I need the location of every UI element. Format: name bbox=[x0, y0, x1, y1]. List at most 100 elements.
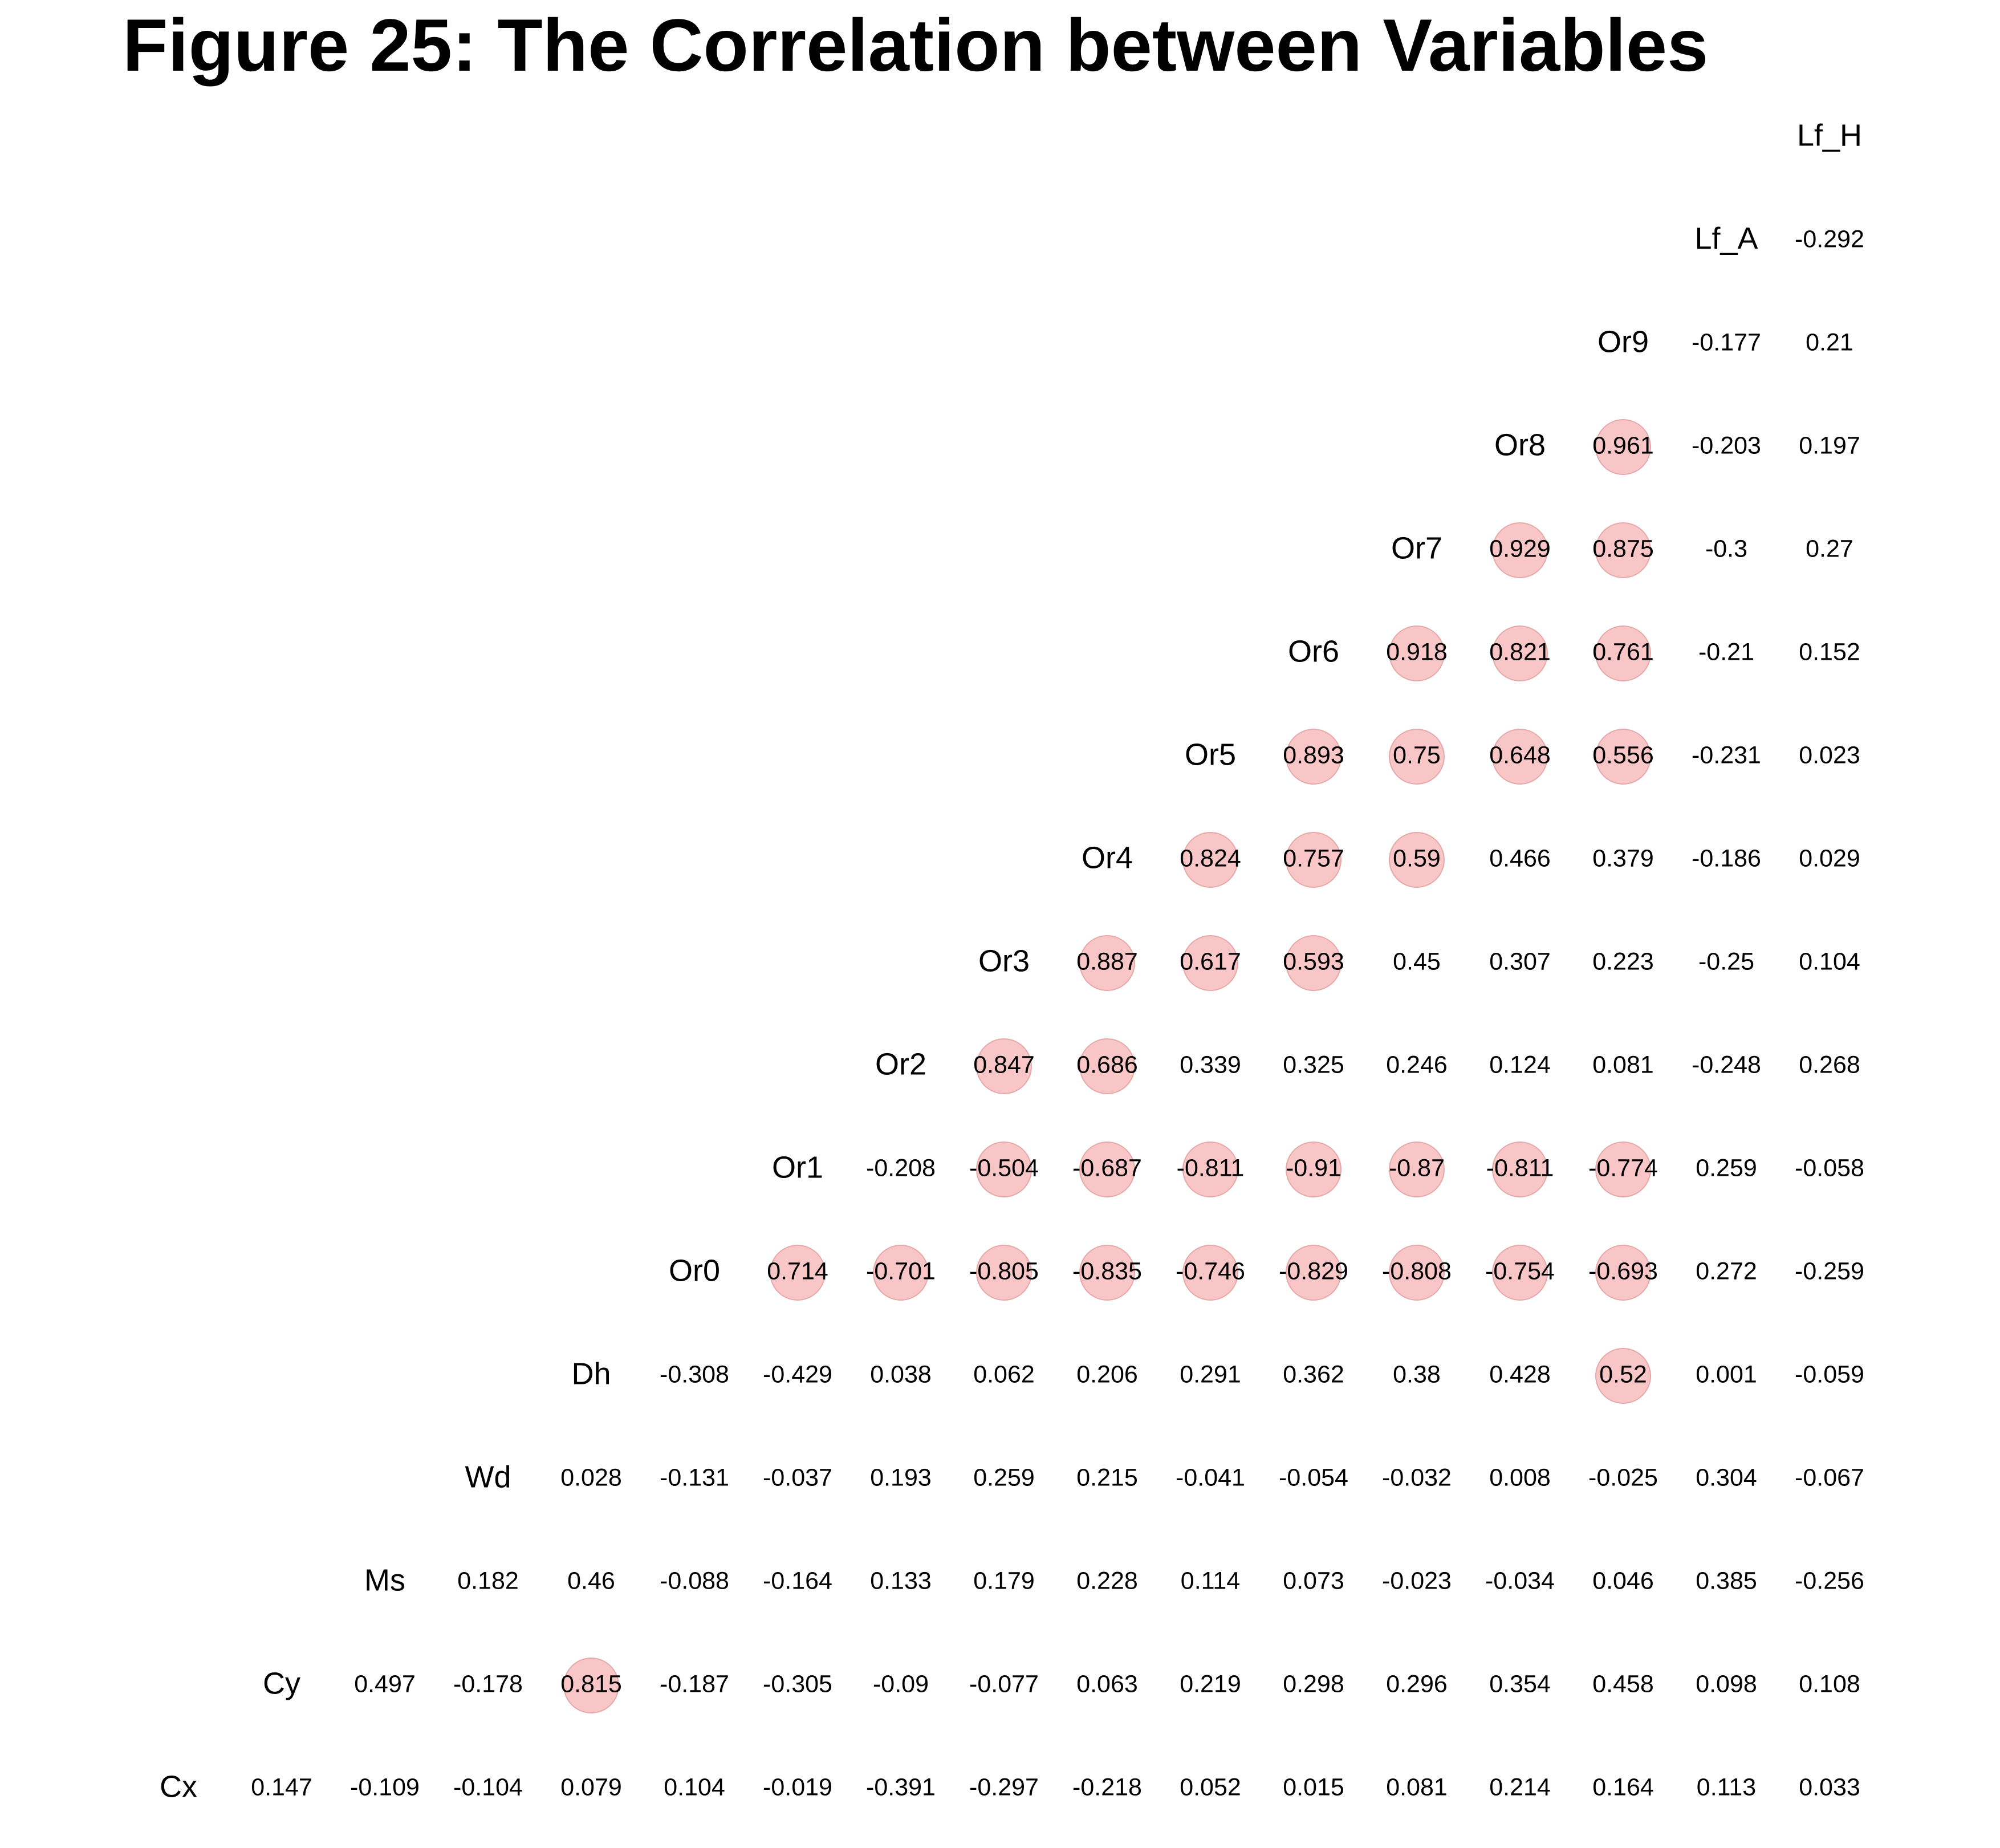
cell-value-or3-or5: 0.617 bbox=[1180, 948, 1241, 975]
cell-highlight-or4-or5 bbox=[1182, 832, 1238, 888]
variable-label-cx: Cx bbox=[160, 1769, 197, 1804]
cell-value-wd-or9: -0.025 bbox=[1588, 1464, 1658, 1491]
cell-value-or2-or4: 0.686 bbox=[1076, 1051, 1138, 1078]
cell-value-or0-or4: -0.835 bbox=[1072, 1257, 1142, 1285]
cell-value-or3-lf-h: 0.104 bbox=[1799, 948, 1860, 975]
cell-value-cx-or0: 0.104 bbox=[664, 1773, 725, 1801]
cell-value-cx-or3: -0.297 bbox=[969, 1773, 1039, 1801]
cell-value-or5-or8: 0.648 bbox=[1489, 741, 1551, 769]
cell-value-or8-lf-a: -0.203 bbox=[1692, 432, 1761, 459]
cell-value-or1-or4: -0.687 bbox=[1072, 1154, 1142, 1181]
cell-value-or2-or9: 0.081 bbox=[1592, 1051, 1654, 1078]
cell-value-ms-or1: -0.164 bbox=[763, 1567, 832, 1594]
cell-value-or4-or7: 0.59 bbox=[1393, 844, 1441, 872]
variable-label-lf-h: Lf_H bbox=[1797, 118, 1862, 152]
cell-value-cx-wd: -0.104 bbox=[453, 1773, 523, 1801]
cell-highlight-or1-or5 bbox=[1182, 1142, 1238, 1197]
cell-value-ms-or7: -0.023 bbox=[1382, 1567, 1452, 1594]
cell-value-or1-or8: -0.811 bbox=[1486, 1154, 1554, 1181]
cell-value-lf-a-lf-h: -0.292 bbox=[1795, 225, 1864, 253]
cell-value-or6-lf-h: 0.152 bbox=[1799, 638, 1860, 665]
cell-value-or1-or7: -0.87 bbox=[1389, 1154, 1445, 1181]
variable-label-ms: Ms bbox=[364, 1563, 405, 1597]
cell-value-or8-or9: 0.961 bbox=[1592, 432, 1654, 459]
cell-highlight-or4-or7 bbox=[1389, 832, 1445, 888]
cell-value-ms-or8: -0.034 bbox=[1485, 1567, 1555, 1594]
cell-value-dh-or5: 0.291 bbox=[1180, 1360, 1241, 1388]
cell-value-cx-or6: 0.015 bbox=[1283, 1773, 1344, 1801]
variable-label-or2: Or2 bbox=[875, 1047, 926, 1081]
cell-value-or4-or6: 0.757 bbox=[1283, 844, 1344, 872]
cell-value-cx-cy: 0.147 bbox=[251, 1773, 312, 1801]
cell-highlight-or5-or7 bbox=[1389, 729, 1445, 785]
variable-label-or4: Or4 bbox=[1082, 840, 1133, 875]
cell-highlight-or0-or9 bbox=[1595, 1245, 1651, 1301]
cell-value-or2-or6: 0.325 bbox=[1283, 1051, 1344, 1078]
variable-label-cy: Cy bbox=[263, 1666, 300, 1700]
cell-value-or1-or2: -0.208 bbox=[866, 1154, 936, 1181]
cell-value-ms-wd: 0.182 bbox=[457, 1567, 519, 1594]
cell-highlight-or7-or8 bbox=[1492, 522, 1548, 578]
chart-title: Figure 25: The Correlation between Varia… bbox=[123, 3, 1709, 87]
cell-highlight-or6-or7 bbox=[1389, 626, 1445, 681]
cell-value-ms-dh: 0.46 bbox=[567, 1567, 615, 1594]
cell-value-wd-lf-h: -0.067 bbox=[1795, 1464, 1864, 1491]
cell-value-wd-or6: -0.054 bbox=[1279, 1464, 1348, 1491]
cell-value-cx-or7: 0.081 bbox=[1386, 1773, 1448, 1801]
cell-value-or3-or7: 0.45 bbox=[1393, 948, 1441, 975]
cell-value-or0-or8: -0.754 bbox=[1485, 1257, 1555, 1285]
cell-highlight-or2-or3 bbox=[976, 1038, 1032, 1094]
cell-value-or2-lf-a: -0.248 bbox=[1692, 1051, 1761, 1078]
cell-value-or4-or8: 0.466 bbox=[1489, 844, 1551, 872]
cell-value-cy-or3: -0.077 bbox=[969, 1670, 1039, 1697]
cell-value-or2-or7: 0.246 bbox=[1386, 1051, 1448, 1078]
cell-value-cy-or0: -0.187 bbox=[660, 1670, 729, 1697]
cell-value-wd-or7: -0.032 bbox=[1382, 1464, 1452, 1491]
cell-value-or1-or6: -0.91 bbox=[1286, 1154, 1342, 1181]
cell-highlight-or2-or4 bbox=[1079, 1038, 1135, 1094]
cell-value-or4-or9: 0.379 bbox=[1592, 844, 1654, 872]
cell-value-or7-or8: 0.929 bbox=[1489, 535, 1551, 562]
cell-highlight-or6-or8 bbox=[1492, 626, 1548, 681]
cell-highlight-or1-or8 bbox=[1492, 1142, 1548, 1197]
cell-value-dh-or6: 0.362 bbox=[1283, 1360, 1344, 1388]
cell-value-or1-or9: -0.774 bbox=[1588, 1154, 1658, 1181]
variable-label-lf-a: Lf_A bbox=[1694, 221, 1758, 255]
cell-value-or7-lf-h: 0.27 bbox=[1806, 535, 1853, 562]
cell-value-dh-or7: 0.38 bbox=[1393, 1360, 1441, 1388]
cell-value-cx-or5: 0.052 bbox=[1180, 1773, 1241, 1801]
cell-highlight-or1-or4 bbox=[1079, 1142, 1135, 1197]
cell-value-dh-or9: 0.52 bbox=[1599, 1360, 1647, 1388]
cell-value-dh-or3: 0.062 bbox=[973, 1360, 1035, 1388]
cell-value-wd-dh: 0.028 bbox=[560, 1464, 622, 1491]
cell-value-or0-or7: -0.808 bbox=[1382, 1257, 1452, 1285]
cell-highlight-or1-or7 bbox=[1389, 1142, 1445, 1197]
cell-value-cx-dh: 0.079 bbox=[560, 1773, 622, 1801]
cell-value-cy-or1: -0.305 bbox=[763, 1670, 832, 1697]
cell-value-or0-lf-a: 0.272 bbox=[1696, 1257, 1757, 1285]
cell-value-or4-lf-a: -0.186 bbox=[1692, 844, 1761, 872]
cell-value-cy-ms: 0.497 bbox=[354, 1670, 416, 1697]
cell-value-or3-or6: 0.593 bbox=[1283, 948, 1344, 975]
variable-label-or1: Or1 bbox=[772, 1150, 823, 1184]
variable-label-wd: Wd bbox=[465, 1460, 511, 1494]
cell-value-or6-or7: 0.918 bbox=[1386, 638, 1448, 665]
cell-value-or0-lf-h: -0.259 bbox=[1795, 1257, 1864, 1285]
cell-value-wd-lf-a: 0.304 bbox=[1696, 1464, 1757, 1491]
cell-highlight-or0-or1 bbox=[770, 1245, 826, 1301]
cell-highlight-or5-or8 bbox=[1492, 729, 1548, 785]
cell-value-dh-lf-a: 0.001 bbox=[1696, 1360, 1757, 1388]
cell-highlight-or3-or4 bbox=[1079, 935, 1135, 991]
cell-value-or0-or5: -0.746 bbox=[1176, 1257, 1245, 1285]
cell-highlight-or0-or8 bbox=[1492, 1245, 1548, 1301]
cell-value-ms-or3: 0.179 bbox=[973, 1567, 1035, 1594]
cell-value-dh-or8: 0.428 bbox=[1489, 1360, 1551, 1388]
cell-value-or5-lf-h: 0.023 bbox=[1799, 741, 1860, 769]
cell-highlight-or0-or6 bbox=[1286, 1245, 1342, 1301]
variable-label-or9: Or9 bbox=[1597, 324, 1649, 359]
cell-value-wd-or1: -0.037 bbox=[763, 1464, 832, 1491]
cell-value-or6-or9: 0.761 bbox=[1592, 638, 1654, 665]
cell-value-cy-or9: 0.458 bbox=[1592, 1670, 1654, 1697]
cell-value-ms-or5: 0.114 bbox=[1181, 1567, 1240, 1594]
